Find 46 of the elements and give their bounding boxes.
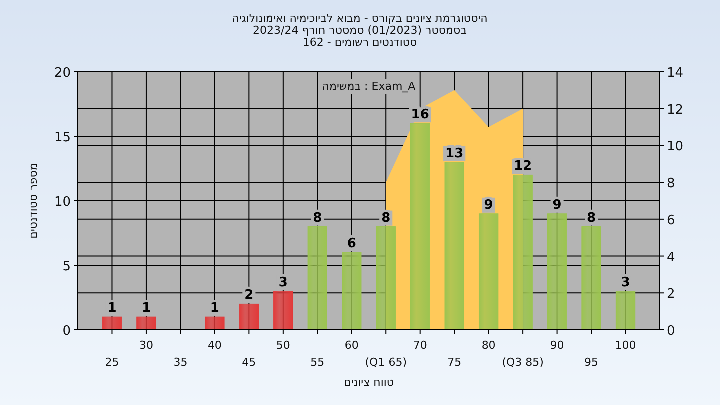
x-tick-label: 30 [139,339,154,352]
x-tick-label: 35 [174,356,188,369]
subtitle: סטודנטים רשומים - 162 [302,36,418,49]
y2-tick-label: 12 [667,102,684,118]
x-tick-label: 25 [105,356,120,369]
data-label: 9 [550,198,564,213]
y-tick-label: 20 [54,66,71,81]
data-label: 8 [311,210,324,226]
data-label: 16 [409,108,432,123]
data-label: 6 [345,236,358,252]
data-label: 3 [276,275,290,290]
y-tick-label: 10 [54,195,71,210]
x-tick-label: 60 [344,339,359,352]
y2-tick-label: 4 [667,250,676,266]
data-label: 3 [619,275,632,290]
x-tick-label: 70 [413,339,428,352]
x-tick-label: 100 [615,339,636,352]
x-tick-label: 40 [208,339,222,352]
y2-tick-label: 0 [667,324,676,339]
y-tick-label: 5 [62,260,71,274]
x-tick-label: 80 [482,339,496,352]
x-tick-label: (Q3 85) [502,356,544,369]
y2-tick-label: 2 [667,287,676,302]
data-label: 2 [242,288,256,304]
title: היסטוגרמת ציונים בקורס - מבוא לביוכימיה ואימונולוגיה [232,12,488,25]
y-tick-label: 0 [62,324,71,339]
x-tick-label: 95 [584,356,599,369]
annotation: במשימה : Exam_A [322,80,416,93]
data-label: 8 [585,210,598,226]
y2-tick-label: 6 [667,213,676,228]
x-axis-title: טווח ציונים [344,376,394,389]
x-tick-label: 55 [310,356,325,369]
y-axis-title: מספר סטודנטים [27,163,40,239]
y2-tick-label: 14 [667,66,684,81]
x-tick-label: 75 [448,356,462,369]
y2-tick-label: 10 [667,140,684,155]
subtitle: בסמסטר (01/2023) סמסטר חורף 2023/24 [253,24,467,37]
y2-tick-label: 8 [667,176,676,192]
x-tick-label: 50 [276,339,290,352]
x-tick-label: (Q1 65) [365,356,407,369]
data-label: 13 [444,146,466,162]
x-tick-label: 45 [242,356,256,369]
x-tick-label: 90 [550,339,564,352]
data-label: 8 [380,210,393,226]
data-label: 9 [482,198,496,213]
y-tick-label: 15 [54,130,71,146]
